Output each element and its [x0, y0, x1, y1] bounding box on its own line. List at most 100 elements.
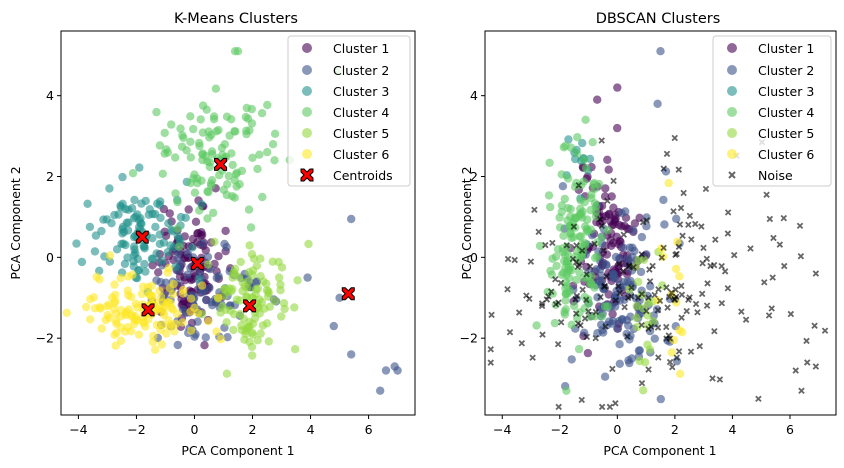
- noise-point-25: [787, 310, 795, 318]
- kmeans-legend-label-centroids: Centroids: [333, 168, 393, 183]
- point-0-3-105: [189, 174, 198, 183]
- point-1-1-71: [650, 334, 659, 343]
- dbscan-legend-marker-4: [727, 107, 737, 117]
- point-0-5-0: [155, 286, 164, 295]
- noise-point-181: [671, 296, 679, 304]
- point-0-3-99: [246, 223, 256, 232]
- point-1-3-53: [581, 115, 590, 125]
- point-0-3-98: [217, 143, 227, 153]
- point-1-0-66: [604, 209, 614, 219]
- kmeans-points: [62, 47, 402, 395]
- point-0-5-126: [116, 312, 126, 321]
- noise-point-62: [663, 284, 670, 291]
- kmeans-legend-marker-3: [302, 86, 312, 96]
- noise-point-140: [612, 400, 619, 407]
- point-0-4-46: [277, 312, 286, 321]
- noise-point-107: [592, 308, 600, 316]
- centroid-4: [243, 299, 257, 313]
- noise-point-177: [663, 150, 671, 158]
- noise-point-1: [563, 241, 571, 249]
- point-0-1-98: [303, 273, 312, 282]
- point-0-0-71: [214, 252, 223, 261]
- centroid-0: [135, 230, 149, 244]
- point-1-0-96: [617, 222, 626, 231]
- point-1-1-12: [558, 182, 568, 191]
- point-0-5-120: [92, 272, 101, 282]
- point-1-3-146: [597, 312, 607, 321]
- point-0-5-124: [130, 315, 139, 324]
- point-1-1-64: [637, 232, 647, 242]
- point-1-3-124: [570, 213, 580, 222]
- noise-point-193: [798, 387, 805, 394]
- noise-point-8: [620, 231, 628, 238]
- point-0-3-96: [198, 149, 207, 158]
- noise-point-171: [716, 376, 724, 383]
- dbscan-legend-label-3: Cluster 3: [758, 84, 814, 99]
- point-0-3-70: [214, 125, 223, 135]
- noise-point-190: [803, 359, 811, 366]
- noise-point-0: [683, 307, 690, 315]
- noise-point-131: [547, 288, 555, 295]
- point-0-5-109: [138, 282, 148, 291]
- point-1-4-3: [632, 313, 641, 322]
- point-1-0-118: [611, 214, 620, 223]
- point-0-5-129: [127, 292, 136, 302]
- dbscan-legend-marker-2: [727, 65, 737, 75]
- point-0-3-94: [206, 179, 216, 188]
- point-0-4-98: [277, 263, 287, 272]
- point-0-5-55: [150, 345, 160, 354]
- dbscan-legend-label-4: Cluster 4: [758, 105, 814, 120]
- noise-point-142: [755, 395, 762, 403]
- point-0-2-67: [148, 254, 157, 264]
- noise-point-100: [555, 299, 562, 306]
- kmeans-legend-marker-1: [302, 43, 312, 53]
- kmeans-axes-frame: [60, 30, 416, 416]
- point-1-1-52: [600, 372, 610, 381]
- noise-point-94: [638, 290, 646, 298]
- point-0-1-75: [193, 317, 202, 326]
- point-1-5-2: [671, 264, 681, 274]
- point-0-3-56: [186, 112, 195, 121]
- point-0-2-62: [85, 222, 95, 232]
- noise-point-194: [769, 274, 776, 281]
- noise-point-162: [535, 228, 542, 236]
- point-0-3-51: [167, 120, 176, 129]
- point-1-5-11: [678, 328, 687, 337]
- point-0-4-64: [256, 329, 265, 338]
- point-0-4-94: [203, 260, 213, 269]
- point-1-3-35: [579, 155, 589, 164]
- point-0-5-100: [214, 293, 223, 302]
- noise-point-154: [529, 354, 536, 361]
- point-0-3-95: [205, 133, 214, 142]
- point-1-1-105: [636, 267, 646, 277]
- point-1-0-10: [603, 155, 612, 164]
- point-1-1-59: [672, 214, 681, 223]
- dbscan-ticks: −4 −2 0 2 4 6 −2 0 2 4: [460, 88, 794, 437]
- point-0-3-87: [263, 100, 272, 110]
- point-0-4-93: [259, 277, 268, 286]
- point-0-2-47: [121, 240, 130, 250]
- point-1-3-149: [535, 241, 545, 251]
- noise-point-103: [768, 305, 775, 312]
- noise-point-10: [718, 262, 725, 270]
- point-0-5-80: [197, 281, 207, 290]
- noise-point-170: [573, 292, 581, 300]
- dbscan-legend-marker-3: [727, 86, 737, 96]
- noise-point-92: [699, 259, 706, 267]
- point-0-4-66: [256, 254, 265, 263]
- point-1-1-70: [660, 220, 669, 229]
- noise-point-93: [673, 250, 680, 258]
- xtick-label-1-2: 2: [671, 422, 679, 437]
- point-1-3-48: [563, 174, 573, 183]
- point-0-4-96: [222, 318, 231, 327]
- point-0-1-94: [381, 366, 391, 375]
- point-0-1-77: [207, 298, 216, 307]
- noise-point-71: [796, 222, 804, 230]
- point-0-1-76: [198, 239, 207, 248]
- point-0-4-62: [270, 296, 279, 306]
- noise-point-43: [602, 323, 609, 330]
- noise-point-90: [770, 234, 777, 242]
- point-0-1-93: [347, 350, 356, 359]
- noise-point-151: [761, 279, 768, 286]
- noise-point-115: [539, 331, 546, 338]
